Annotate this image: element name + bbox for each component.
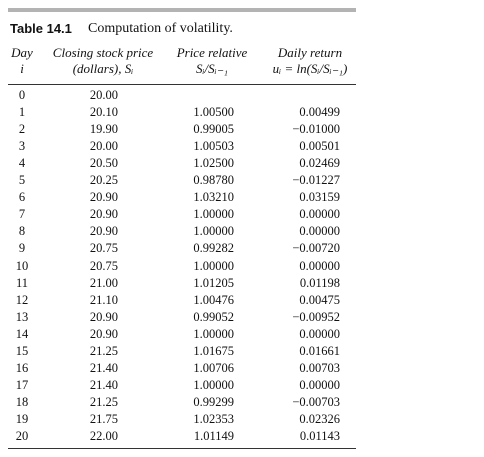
value-cell: 21.75 [89, 411, 118, 426]
day-cell: 7 [18, 207, 26, 222]
value-cell: 0.00000 [299, 224, 340, 239]
day-cell: 3 [18, 139, 26, 154]
value-cell: 20.25 [89, 173, 118, 188]
value-cell: 0.00000 [299, 207, 340, 222]
value-cell: 1.00706 [193, 360, 234, 375]
value-cell: −0.00703 [292, 394, 340, 409]
value-cell: 20.90 [89, 326, 118, 341]
top-bar [8, 8, 356, 12]
table-number: Table 14.1 [10, 21, 72, 36]
value-cell: 1.03210 [193, 190, 234, 205]
value-cell: 1.00000 [193, 326, 234, 341]
value-cell: 1.00000 [193, 377, 234, 392]
value-cell: 20.10 [89, 105, 118, 120]
value-cell: 0.00501 [299, 139, 340, 154]
day-cell: 16 [15, 360, 29, 375]
value-cell: 0.00475 [299, 292, 340, 307]
value-cell: 1.00500 [193, 105, 234, 120]
value-cell: 0.01661 [299, 343, 340, 358]
value-cell: 0.02326 [299, 411, 340, 426]
value-cell: 0.00000 [299, 326, 340, 341]
header-cell: Sᵢ/Sᵢ₋₁ [195, 61, 229, 76]
value-cell: 1.01149 [193, 429, 234, 443]
value-cell: 20.90 [89, 224, 118, 239]
value-cell: 0.01198 [299, 275, 340, 290]
value-cell: 1.00000 [193, 258, 234, 273]
day-cell: 0 [18, 88, 26, 102]
header-cell: (dollars), Sᵢ [72, 61, 134, 76]
value-cell: 20.75 [89, 241, 118, 256]
value-cell: 0.99005 [193, 122, 234, 137]
day-cell: 2 [18, 122, 26, 137]
value-cell: 0.00000 [299, 258, 340, 273]
day-cell: 14 [15, 326, 29, 341]
value-cell: 21.25 [89, 394, 118, 409]
value-cell: 0.99282 [193, 241, 234, 256]
bottom-rule [8, 448, 356, 449]
value-cell: 20.90 [89, 207, 118, 222]
value-cell: 20.90 [89, 309, 118, 324]
value-cell: 0.99052 [193, 309, 234, 324]
day-cell: 13 [15, 309, 29, 324]
day-cell: 19 [15, 411, 29, 426]
value-cell: −0.01227 [292, 173, 340, 188]
value-cell: 21.40 [89, 360, 118, 375]
value-cell: 1.00000 [193, 207, 234, 222]
value-cell: 21.40 [89, 377, 118, 392]
value-cell: 0.01143 [299, 429, 340, 443]
value-cell: 20.00 [89, 88, 118, 102]
value-cell: 21.10 [89, 292, 118, 307]
value-cell: 1.00503 [193, 139, 234, 154]
value-cell: 1.01205 [193, 275, 234, 290]
day-cell: 10 [15, 258, 29, 273]
value-cell: 20.00 [89, 139, 118, 154]
header-cell: Daily return [277, 45, 343, 60]
value-cell: 20.90 [89, 190, 118, 205]
value-cell: 1.00476 [193, 292, 234, 307]
day-cell: 8 [18, 224, 26, 239]
value-cell: 1.01675 [193, 343, 234, 358]
value-cell: 0.00499 [299, 105, 340, 120]
value-cell: 20.75 [89, 258, 118, 273]
value-cell: 21.00 [89, 275, 118, 290]
value-cell: 1.00000 [193, 224, 234, 239]
value-cell: 22.00 [89, 429, 118, 443]
header-rule [8, 84, 356, 85]
value-cell: 0.99299 [193, 394, 234, 409]
header-cell: Day [11, 45, 33, 60]
value-cell: 0.98780 [193, 173, 234, 188]
header-cell: i [20, 61, 24, 76]
day-cell: 6 [18, 190, 26, 205]
value-cell: −0.00720 [292, 241, 340, 256]
header-cell: uᵢ = ln(Sᵢ/Sᵢ₋₁) [272, 61, 348, 76]
table-title: Computation of volatility. [88, 21, 233, 36]
day-cell: 11 [15, 275, 29, 290]
day-cell: 15 [15, 343, 29, 358]
value-cell: −0.01000 [292, 122, 340, 137]
value-cell: 21.25 [89, 343, 118, 358]
day-cell: 1 [18, 105, 26, 120]
day-cell: 9 [18, 241, 26, 256]
value-cell: 0.00000 [299, 377, 340, 392]
value-cell: 1.02500 [193, 156, 234, 171]
header-cell: Closing stock price [52, 45, 154, 60]
header-cell: Price relative [176, 45, 248, 60]
day-cell: 17 [15, 377, 29, 392]
day-cell: 5 [18, 173, 26, 188]
value-cell: 1.02353 [193, 411, 234, 426]
value-cell: 0.02469 [299, 156, 340, 171]
value-cell: 19.90 [89, 122, 118, 137]
day-cell: 20 [15, 429, 29, 443]
day-cell: 4 [18, 156, 26, 171]
value-cell: 0.00703 [299, 360, 340, 375]
value-cell: −0.00952 [292, 309, 340, 324]
day-cell: 12 [15, 292, 29, 307]
value-cell: 20.50 [89, 156, 118, 171]
value-cell: 0.03159 [299, 190, 340, 205]
day-cell: 18 [15, 394, 29, 409]
